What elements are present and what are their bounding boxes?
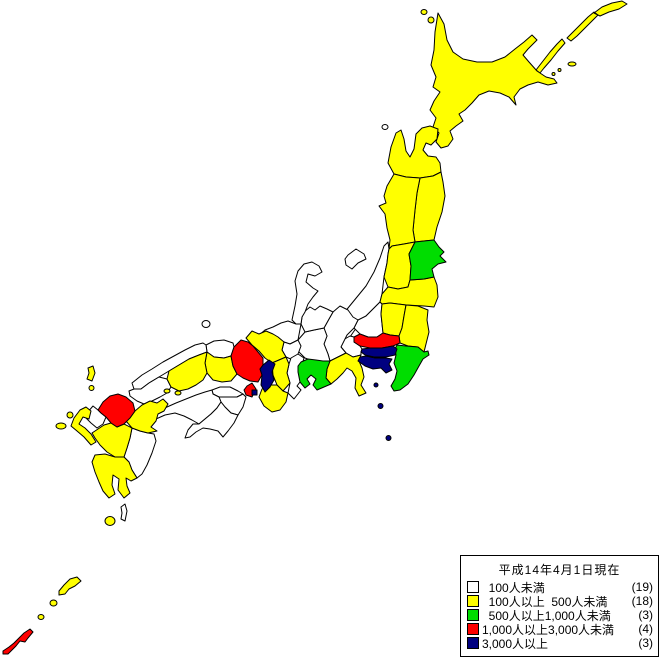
region-fukushima [379, 276, 439, 308]
region-miyagi [408, 239, 447, 281]
region-yamaguchi [128, 376, 172, 405]
region-kochi [184, 401, 239, 439]
legend-label: 100人以上 500人未満 [482, 594, 608, 609]
legend-row-lt100: 100人未満 (19) [467, 580, 653, 595]
region-tanegashima [120, 503, 128, 522]
region-tokyo [360, 345, 398, 441]
legend-swatch-yellow [467, 595, 479, 607]
legend-count: (18) [631, 594, 653, 608]
legend-swatch-green [467, 609, 479, 621]
legend-count: (3) [638, 636, 653, 650]
region-aomori [387, 125, 442, 179]
region-kumamoto [91, 422, 133, 458]
region-chiba [390, 344, 430, 392]
region-kanagawa [357, 355, 393, 374]
legend-rows: 100人未満 (19) 100人以上 500人未満 (18) 500人以上1,0… [461, 578, 658, 651]
region-okushiri [381, 124, 389, 130]
legend-label: 500人以上1,000人未満 [482, 608, 611, 623]
region-hokkaido [420, 0, 628, 149]
region-kyoto [245, 330, 287, 364]
legend-label: 3,000人以上 [482, 636, 549, 651]
region-osaka [251, 359, 276, 396]
legend-box: 平成14年4月1日現在 100人未満 (19) 100人以上 500人未満 (1… [460, 555, 659, 657]
region-akita [378, 173, 421, 250]
legend-label: 100人未満 [482, 580, 545, 595]
legend-count: (4) [638, 622, 653, 636]
legend-row-1000to3000: 1,000人以上3,000人未満 (4) [467, 622, 653, 637]
legend-count: (3) [638, 608, 653, 622]
region-aichi [297, 358, 332, 391]
legend-count: (19) [631, 580, 653, 594]
region-oita [125, 398, 169, 434]
region-saitama [353, 332, 401, 349]
legend-row-100to500: 100人以上 500人未満 (18) [467, 594, 653, 609]
region-hiroshima [163, 351, 208, 396]
region-okinawa [2, 628, 34, 655]
region-nagasaki [55, 365, 97, 446]
region-kagoshima [37, 453, 138, 620]
prefecture-regions [2, 0, 628, 655]
region-wakayama [258, 384, 289, 413]
region-fukuoka [97, 393, 136, 428]
region-ishikawa [291, 261, 323, 325]
region-nara [271, 356, 291, 392]
legend-row-gte3000: 3,000人以上 (3) [467, 636, 653, 651]
legend-swatch-navy [467, 637, 479, 649]
legend-swatch-white [467, 581, 479, 593]
legend-row-500to1000: 500人以上1,000人未満 (3) [467, 608, 653, 623]
legend-label: 1,000人以上3,000人未満 [482, 622, 615, 637]
legend-title: 平成14年4月1日現在 [498, 563, 621, 577]
region-shizuoka [325, 352, 367, 397]
legend-swatch-red [467, 623, 479, 635]
